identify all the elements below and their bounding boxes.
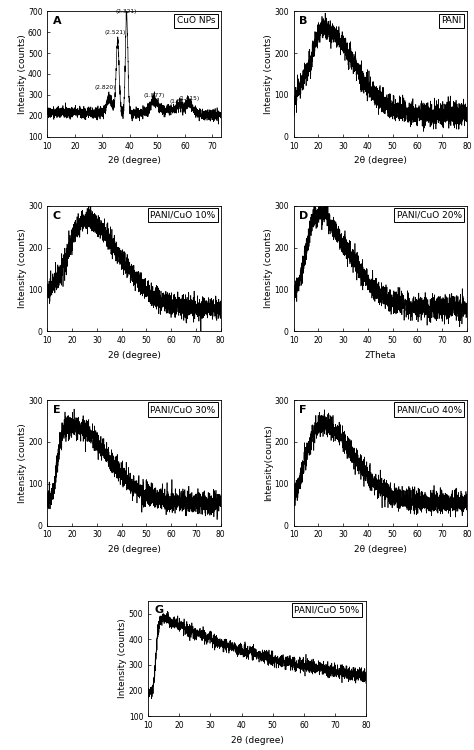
Y-axis label: Intensity(counts): Intensity(counts) bbox=[264, 424, 273, 501]
Text: (1.511): (1.511) bbox=[170, 99, 191, 104]
Text: D: D bbox=[299, 211, 308, 220]
Text: B: B bbox=[299, 16, 307, 26]
X-axis label: 2Theta: 2Theta bbox=[365, 350, 396, 359]
X-axis label: 2θ (degree): 2θ (degree) bbox=[354, 545, 407, 554]
Text: PANI/CuO 40%: PANI/CuO 40% bbox=[397, 405, 462, 414]
Y-axis label: Intensity (counts): Intensity (counts) bbox=[264, 229, 273, 308]
Text: A: A bbox=[53, 16, 61, 26]
X-axis label: 2θ (degree): 2θ (degree) bbox=[354, 156, 407, 165]
Y-axis label: Intensity (counts): Intensity (counts) bbox=[118, 619, 127, 698]
Text: CuO NPs: CuO NPs bbox=[177, 16, 216, 26]
Text: E: E bbox=[53, 405, 60, 416]
Text: G: G bbox=[155, 605, 164, 616]
Text: PANI/CuO 20%: PANI/CuO 20% bbox=[397, 211, 462, 220]
Text: F: F bbox=[299, 405, 306, 416]
X-axis label: 2θ (degree): 2θ (degree) bbox=[108, 350, 161, 359]
Text: PANI: PANI bbox=[441, 16, 462, 26]
Text: (2.521): (2.521) bbox=[105, 30, 126, 35]
X-axis label: 2θ (degree): 2θ (degree) bbox=[108, 545, 161, 554]
Text: (2.820): (2.820) bbox=[94, 85, 116, 90]
X-axis label: 2θ (degree): 2θ (degree) bbox=[231, 736, 283, 745]
Y-axis label: Intensity (counts): Intensity (counts) bbox=[18, 423, 27, 502]
Y-axis label: Intensity (counts): Intensity (counts) bbox=[264, 34, 273, 114]
Y-axis label: Intensity (counts): Intensity (counts) bbox=[18, 34, 27, 114]
Y-axis label: Intensity (counts): Intensity (counts) bbox=[18, 229, 27, 308]
Text: (1.877): (1.877) bbox=[143, 93, 164, 98]
Text: (2.321): (2.321) bbox=[116, 10, 137, 14]
Text: (1.415): (1.415) bbox=[179, 95, 200, 100]
X-axis label: 2θ (degree): 2θ (degree) bbox=[108, 156, 161, 165]
Text: C: C bbox=[53, 211, 61, 220]
Text: PANI/CuO 30%: PANI/CuO 30% bbox=[150, 405, 216, 414]
Text: PANI/CuO 10%: PANI/CuO 10% bbox=[150, 211, 216, 220]
Text: PANI/CuO 50%: PANI/CuO 50% bbox=[294, 605, 360, 614]
